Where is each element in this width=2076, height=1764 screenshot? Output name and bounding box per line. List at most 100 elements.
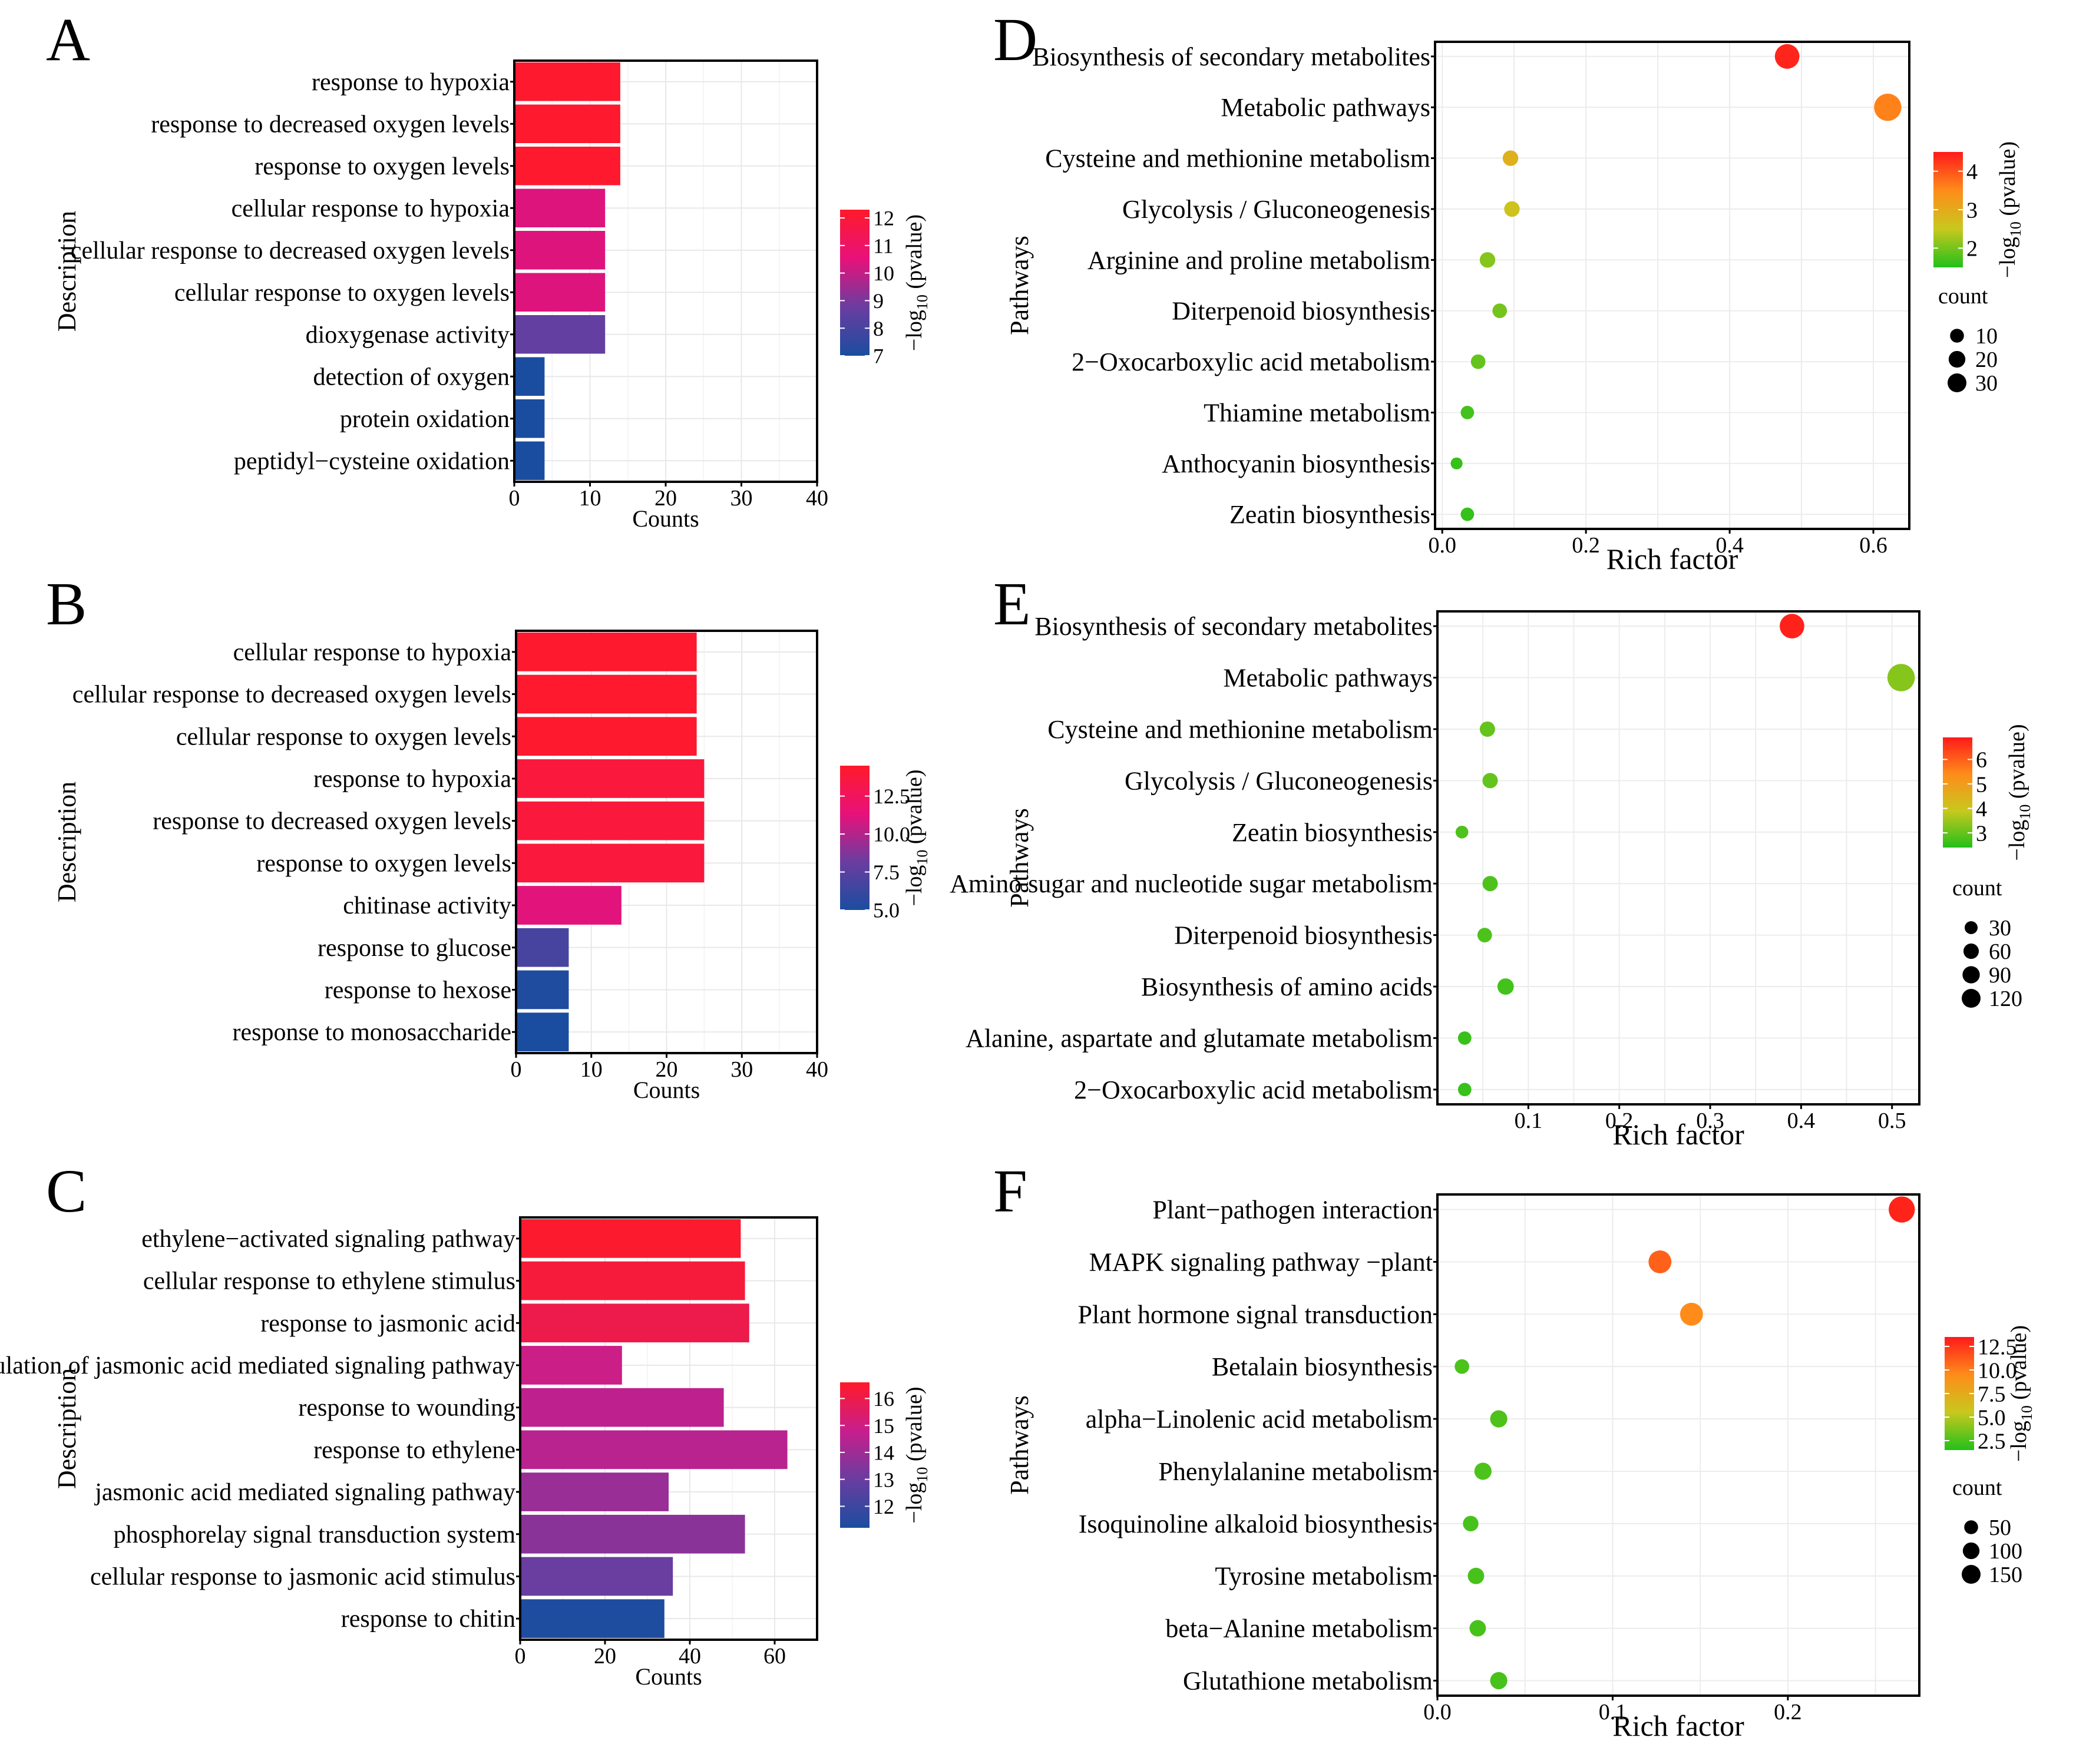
size-legend-dot — [1948, 350, 1966, 368]
bar — [514, 441, 545, 480]
x-tick-label: 0.2 — [1774, 1700, 1802, 1725]
bar — [520, 1346, 622, 1385]
panel-e: E Biosynthesis of secondary metabolites Me… — [950, 570, 2034, 1151]
data-point — [1648, 1250, 1672, 1273]
plot-frame — [1434, 41, 1910, 530]
colorbar-tick-label: 3 — [1976, 821, 1987, 846]
x-tick-label: 0.0 — [1423, 1700, 1452, 1725]
pathway-label: Metabolic pathways — [1221, 93, 1430, 122]
colorbar-tick-label: 13 — [873, 1468, 894, 1491]
pathway-label: Cysteine and methionine metabolism — [1047, 715, 1433, 744]
bar — [520, 1303, 749, 1343]
colorbar — [840, 766, 870, 910]
x-tick-label: 20 — [656, 1057, 678, 1082]
colorbar-tick-label: 10 — [873, 262, 894, 285]
panel-letter: F — [993, 1157, 1027, 1225]
pathway-label: Zeatin biosynthesis — [1229, 500, 1430, 529]
x-tick-label: 40 — [806, 1057, 828, 1082]
category-label: cellular response to oxygen levels — [174, 279, 510, 306]
x-tick-label: 30 — [730, 486, 753, 511]
size-legend-label: 90 — [1989, 963, 2011, 988]
colorbar-title-suffix: (pvalue) — [902, 214, 927, 294]
colorbar-title-suffix: (pvalue) — [2006, 1325, 2031, 1405]
panel-letter: D — [993, 6, 1037, 74]
colorbar-title-subscript: 10 — [914, 850, 931, 865]
category-label: cellular response to jasmonic acid stimu… — [90, 1563, 515, 1590]
pathway-label: 2−Oxocarboxylic acid metabolism — [1072, 347, 1430, 376]
pathway-label: MAPK signaling pathway −plant — [1089, 1247, 1433, 1276]
size-legend-title: count — [1952, 1475, 2002, 1500]
colorbar-title: −log10 (pvalue) — [902, 1386, 931, 1523]
colorbar-tick-label: 5.0 — [873, 899, 900, 922]
colorbar-title-suffix: (pvalue) — [1995, 141, 2020, 221]
x-tick-label: 0.2 — [1572, 533, 1600, 558]
x-tick-label: 30 — [730, 1057, 753, 1082]
colorbar — [1943, 737, 1972, 848]
bar — [514, 188, 606, 227]
size-legend-title: count — [1952, 876, 2002, 901]
category-label: phosphorelay signal transduction system — [114, 1521, 516, 1548]
colorbar — [840, 210, 870, 356]
data-point — [1474, 1462, 1492, 1480]
data-point — [1874, 94, 1902, 121]
category-label: cellular response to oxygen levels — [176, 723, 511, 750]
bar — [514, 147, 620, 186]
size-legend-dot — [1962, 966, 1980, 984]
panel-letter: C — [46, 1157, 87, 1225]
data-point — [1457, 1031, 1472, 1045]
size-legend-label: 20 — [1975, 347, 1998, 372]
x-tick-label: 10 — [580, 1057, 603, 1082]
bar — [516, 1012, 569, 1051]
category-label: cellular response to decreased oxygen le… — [72, 681, 511, 709]
data-point — [1774, 44, 1800, 69]
colorbar-tick-label: 7.5 — [1978, 1382, 2006, 1406]
x-axis-title: Rich factor — [1612, 1709, 1744, 1742]
category-label: response to oxygen levels — [256, 850, 511, 877]
size-legend-dot — [1950, 329, 1964, 343]
x-tick-label: 0 — [511, 1057, 522, 1082]
bar — [516, 759, 705, 798]
category-label: response to glucose — [318, 935, 511, 962]
pathway-label: Cysteine and methionine metabolism — [1045, 144, 1430, 173]
pathway-label: Glycolysis / Gluconeogenesis — [1125, 766, 1433, 795]
colorbar — [840, 1382, 870, 1528]
colorbar-title: −log10 (pvalue) — [2006, 1325, 2035, 1462]
pathway-label: Plant hormone signal transduction — [1078, 1300, 1433, 1329]
size-legend-label: 100 — [1989, 1539, 2022, 1564]
x-tick-label: 40 — [679, 1644, 701, 1669]
pathway-label: Biosynthesis of amino acids — [1141, 972, 1433, 1001]
bar — [516, 801, 705, 840]
pathway-label: Alanine, aspartate and glutamate metabol… — [966, 1024, 1433, 1053]
x-tick-label: 0.0 — [1428, 533, 1456, 558]
pathway-label: Metabolic pathways — [1223, 664, 1433, 693]
pathway-label: Tyrosine metabolism — [1215, 1562, 1433, 1591]
data-point — [1463, 1515, 1479, 1532]
category-label: response to decreased oxygen levels — [153, 808, 511, 835]
data-point — [1479, 721, 1495, 737]
x-tick-label: 0 — [515, 1644, 526, 1669]
category-label: response to monosaccharide — [232, 1019, 511, 1046]
pathway-label: Diterpenoid biosynthesis — [1172, 297, 1430, 326]
bar — [516, 970, 569, 1010]
panel-letter: A — [46, 6, 90, 74]
pathway-label: Amino sugar and nucleotide sugar metabol… — [950, 869, 1433, 898]
bar — [516, 674, 697, 714]
x-tick-label: 20 — [594, 1644, 616, 1669]
bar — [520, 1599, 665, 1638]
colorbar-tick-label: 11 — [873, 234, 894, 257]
data-point — [1479, 252, 1496, 268]
category-label: detection of oxygen — [313, 363, 510, 390]
bar — [514, 357, 545, 396]
data-point — [1504, 201, 1520, 217]
colorbar-tick-label: 12 — [873, 207, 894, 230]
category-label: response to hypoxia — [313, 766, 511, 793]
pathway-label: beta−Alanine metabolism — [1165, 1614, 1433, 1643]
x-axis-title: Rich factor — [1606, 542, 1738, 575]
colorbar-title-subscript: 10 — [2007, 221, 2024, 237]
size-legend-label: 30 — [1975, 371, 1998, 396]
colorbar-tick-label: 3 — [1966, 198, 1978, 223]
colorbar-tick-label: 12.5 — [873, 785, 910, 808]
data-point — [1454, 1359, 1470, 1374]
